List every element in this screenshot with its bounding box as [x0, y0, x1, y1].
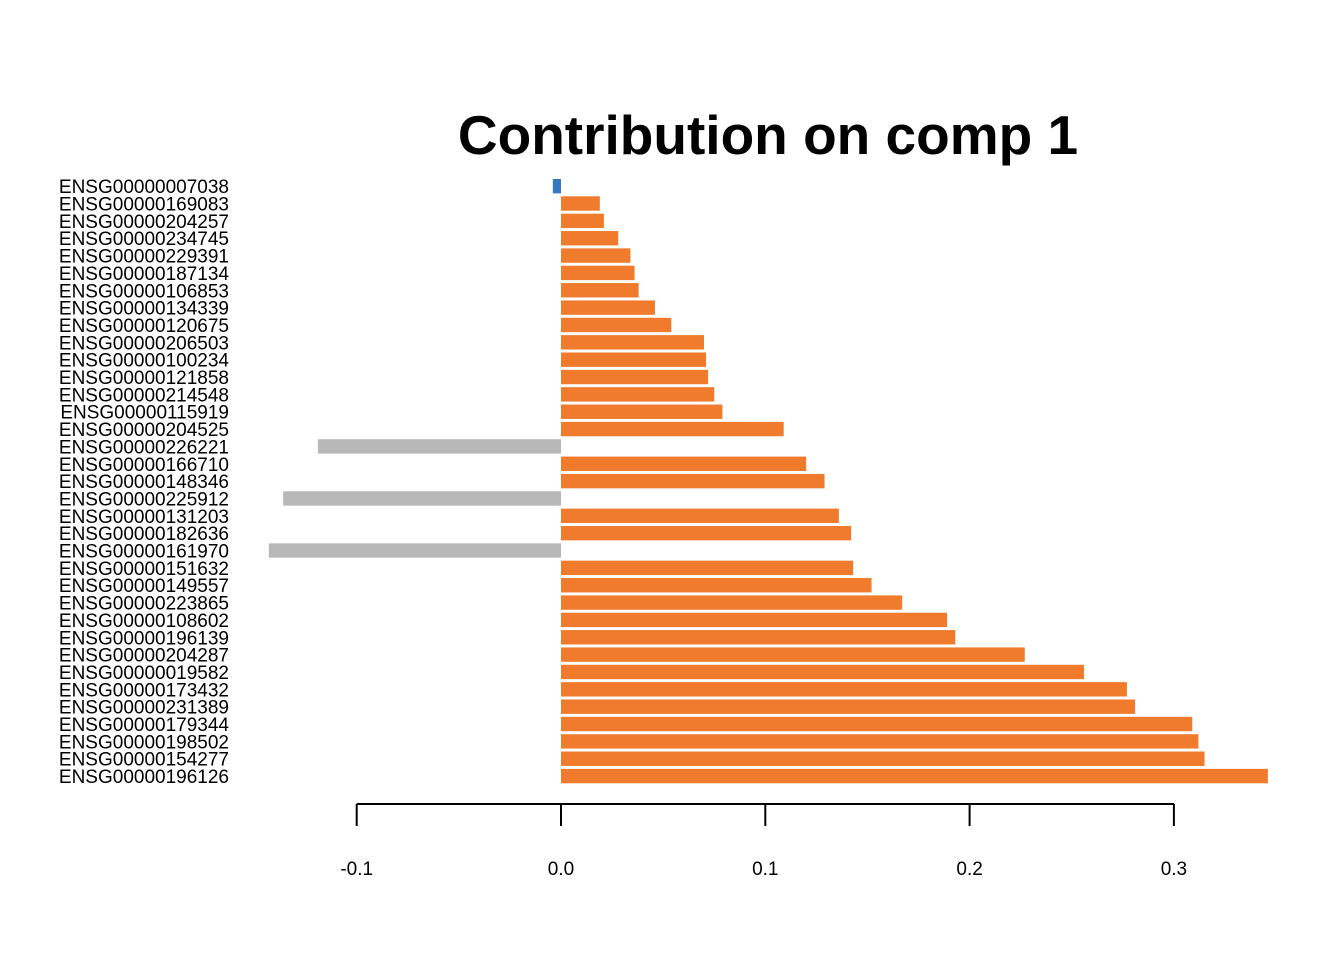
- y-label-ENSG00000204257: ENSG00000204257: [59, 212, 229, 233]
- bar-ENSG00000007038: [552, 178, 561, 194]
- bar-ENSG00000196139: [561, 630, 956, 645]
- bar-ENSG00000115919: [561, 404, 723, 419]
- bar-ENSG00000108602: [561, 612, 948, 628]
- y-label-ENSG00000100234: ENSG00000100234: [59, 351, 230, 372]
- bar-ENSG00000231389: [561, 699, 1136, 714]
- bar-ENSG00000019582: [561, 664, 1085, 680]
- bar-ENSG00000214548: [561, 387, 715, 402]
- bar-ENSG00000154277: [561, 751, 1205, 766]
- bar-ENSG00000196126: [561, 768, 1268, 784]
- y-label-ENSG00000223865: ENSG00000223865: [59, 594, 229, 615]
- bar-ENSG00000179344: [561, 716, 1193, 732]
- bar-ENSG00000229391: [561, 248, 631, 263]
- y-label-ENSG00000151632: ENSG00000151632: [59, 559, 229, 580]
- bar-ENSG00000131203: [561, 508, 839, 524]
- y-label-ENSG00000229391: ENSG00000229391: [59, 247, 229, 268]
- y-label-ENSG00000121858: ENSG00000121858: [59, 368, 229, 389]
- y-label-ENSG00000019582: ENSG00000019582: [59, 663, 229, 684]
- y-label-ENSG00000148346: ENSG00000148346: [59, 472, 229, 493]
- y-label-ENSG00000131203: ENSG00000131203: [59, 507, 229, 528]
- y-label-ENSG00000198502: ENSG00000198502: [59, 732, 229, 753]
- bar-ENSG00000173432: [561, 682, 1127, 697]
- bar-ENSG00000225912: [283, 491, 561, 506]
- x-tick-label: 0.0: [548, 859, 574, 880]
- bar-ENSG00000151632: [561, 560, 854, 576]
- y-label-ENSG00000161970: ENSG00000161970: [59, 542, 229, 563]
- bar-ENSG00000204257: [561, 213, 604, 229]
- y-label-ENSG00000231389: ENSG00000231389: [59, 698, 229, 719]
- y-label-ENSG00000179344: ENSG00000179344: [59, 715, 230, 736]
- bar-ENSG00000149557: [561, 578, 872, 593]
- bar-ENSG00000161970: [268, 543, 561, 558]
- bar-ENSG00000226221: [317, 439, 561, 454]
- bar-ENSG00000223865: [561, 595, 903, 610]
- bar-ENSG00000234745: [561, 231, 619, 246]
- bar-ENSG00000204287: [561, 647, 1025, 662]
- y-label-ENSG00000115919: ENSG00000115919: [60, 403, 229, 424]
- x-axis: -0.1 0.0 0.1 0.2 0.3: [340, 803, 1187, 880]
- bar-ENSG00000100234: [561, 352, 707, 367]
- y-label-ENSG00000173432: ENSG00000173432: [59, 680, 229, 701]
- y-axis-labels: ENSG00000007038ENSG00000169083ENSG000002…: [59, 177, 230, 788]
- bar-ENSG00000120675: [561, 317, 672, 333]
- bar-ENSG00000187134: [561, 265, 635, 281]
- bar-ENSG00000204525: [561, 421, 784, 437]
- bar-ENSG00000198502: [561, 734, 1199, 749]
- y-label-ENSG00000196126: ENSG00000196126: [59, 767, 229, 788]
- chart-title: Contribution on comp 1: [458, 104, 1078, 166]
- y-label-ENSG00000182636: ENSG00000182636: [59, 524, 229, 545]
- bar-ENSG00000148346: [561, 473, 825, 489]
- y-label-ENSG00000149557: ENSG00000149557: [59, 576, 229, 597]
- y-label-ENSG00000196139: ENSG00000196139: [59, 628, 229, 649]
- bar-ENSG00000106853: [561, 283, 639, 298]
- x-tick-label: 0.3: [1161, 859, 1187, 880]
- bar-ENSG00000182636: [561, 525, 852, 541]
- y-label-ENSG00000187134: ENSG00000187134: [59, 264, 230, 285]
- bar-ENSG00000121858: [561, 369, 709, 385]
- y-label-ENSG00000214548: ENSG00000214548: [59, 385, 229, 406]
- bar-ENSG00000134339: [561, 300, 655, 315]
- y-label-ENSG00000154277: ENSG00000154277: [59, 750, 229, 771]
- bar-group: [268, 178, 1268, 784]
- y-label-ENSG00000169083: ENSG00000169083: [59, 195, 229, 216]
- bar-ENSG00000166710: [561, 456, 807, 471]
- y-label-ENSG00000206503: ENSG00000206503: [59, 333, 229, 354]
- y-label-ENSG00000226221: ENSG00000226221: [59, 437, 229, 458]
- y-label-ENSG00000120675: ENSG00000120675: [59, 316, 229, 337]
- y-label-ENSG00000106853: ENSG00000106853: [59, 281, 229, 302]
- y-label-ENSG00000204525: ENSG00000204525: [59, 420, 229, 441]
- x-tick-label: 0.2: [956, 859, 982, 880]
- y-label-ENSG00000204287: ENSG00000204287: [59, 646, 229, 667]
- y-label-ENSG00000225912: ENSG00000225912: [59, 489, 229, 510]
- y-label-ENSG00000166710: ENSG00000166710: [59, 455, 229, 476]
- x-tick-label: 0.1: [752, 859, 778, 880]
- y-label-ENSG00000108602: ENSG00000108602: [59, 611, 229, 632]
- bar-ENSG00000169083: [561, 196, 600, 211]
- y-label-ENSG00000007038: ENSG00000007038: [59, 177, 229, 198]
- y-label-ENSG00000134339: ENSG00000134339: [59, 299, 229, 320]
- bar-ENSG00000206503: [561, 335, 705, 350]
- x-tick-label: -0.1: [340, 859, 373, 880]
- y-label-ENSG00000234745: ENSG00000234745: [59, 229, 229, 250]
